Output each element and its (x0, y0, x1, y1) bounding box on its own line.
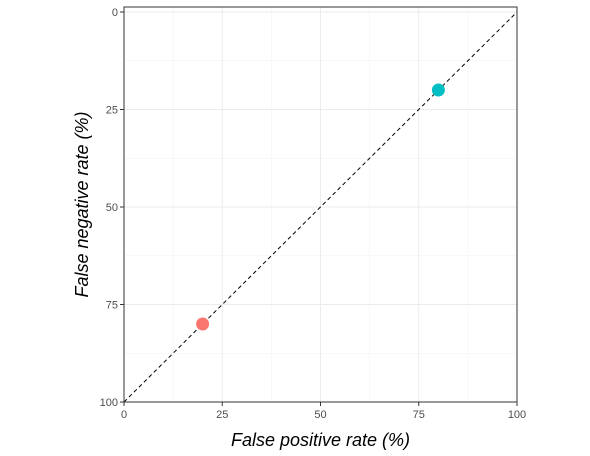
reference-line-layer (123, 11, 518, 403)
x-tick-label: 25 (216, 409, 228, 421)
x-tick-label: 50 (314, 409, 326, 421)
y-axis-title: False negative rate (%) (72, 111, 92, 297)
data-point (196, 317, 210, 331)
y-tick-label: 100 (100, 397, 118, 409)
major-gridlines (123, 7, 518, 403)
diagonal-reference-line (123, 11, 518, 403)
y-tick-label: 0 (112, 7, 118, 19)
y-axis-ticks: 0 25 50 75 100 (100, 7, 124, 409)
data-point (431, 83, 445, 97)
data-points (196, 83, 445, 331)
x-tick-label: 100 (508, 409, 526, 421)
y-tick-label: 75 (106, 300, 118, 312)
x-tick-label: 75 (413, 409, 425, 421)
x-axis-ticks: 0 25 50 75 100 (121, 402, 526, 421)
y-tick-label: 25 (106, 105, 118, 117)
x-tick-label: 0 (121, 409, 127, 421)
x-axis-title: False positive rate (%) (231, 430, 410, 450)
y-tick-label: 50 (106, 202, 118, 214)
